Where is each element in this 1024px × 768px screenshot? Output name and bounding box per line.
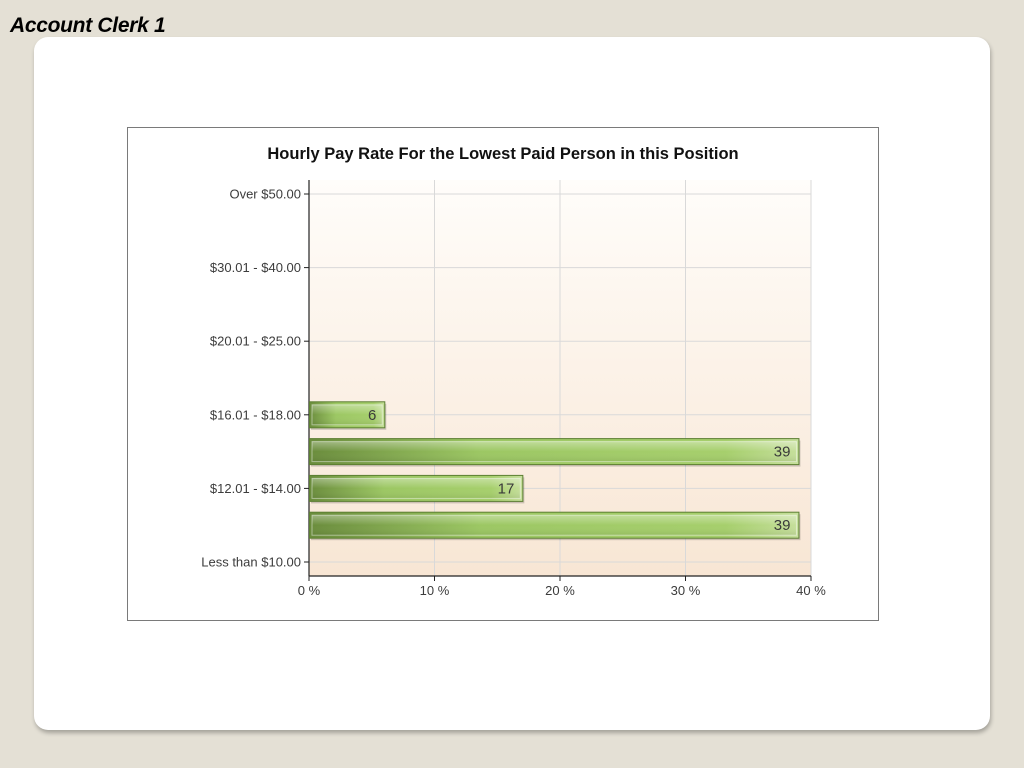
bar-highlight — [311, 404, 383, 426]
x-tick-label: 30 % — [671, 583, 701, 598]
bar-chart: Hourly Pay Rate For the Lowest Paid Pers… — [201, 145, 826, 598]
y-tick-label: $16.01 - $18.00 — [210, 407, 301, 422]
bar-highlight — [311, 477, 521, 499]
bar-value-label: 17 — [498, 480, 515, 497]
chart-title: Hourly Pay Rate For the Lowest Paid Pers… — [267, 145, 738, 163]
x-tick-label: 20 % — [545, 583, 575, 598]
y-tick-label: $20.01 - $25.00 — [210, 334, 301, 349]
bar-highlight — [311, 514, 797, 536]
bar-value-label: 39 — [774, 517, 791, 534]
bar-value-label: 6 — [368, 407, 376, 424]
bar-highlight — [311, 441, 797, 463]
x-tick-label: 0 % — [298, 583, 321, 598]
y-tick-label: Less than $10.00 — [201, 555, 301, 570]
x-tick-label: 40 % — [796, 583, 826, 598]
chart-frame: Hourly Pay Rate For the Lowest Paid Pers… — [127, 127, 879, 621]
y-tick-label: Over $50.00 — [229, 187, 301, 202]
y-tick-label: $30.01 - $40.00 — [210, 260, 301, 275]
slide-title: Account Clerk 1 — [10, 14, 166, 37]
plot-area: Over $50.00 $30.01 - $40.00 $20.01 - $25.0… — [201, 180, 826, 598]
bar-value-label: 39 — [774, 444, 791, 461]
x-tick-label: 10 % — [420, 583, 450, 598]
y-tick-label: $12.01 - $14.00 — [210, 481, 301, 496]
